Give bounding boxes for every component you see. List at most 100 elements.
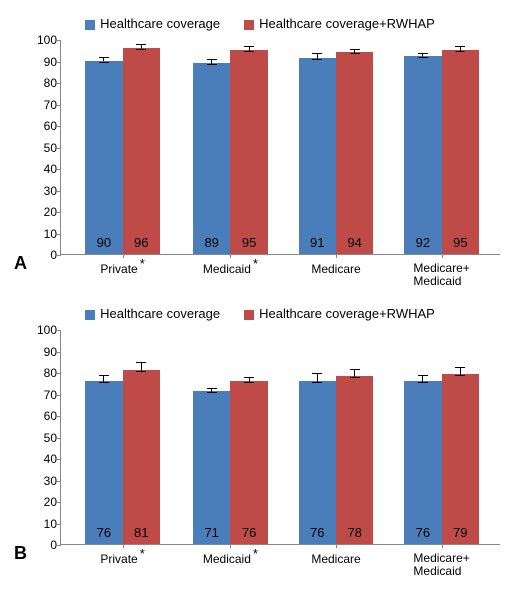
y-tick-mark bbox=[57, 234, 61, 235]
bar-value-label: 76 bbox=[299, 525, 336, 540]
y-tick-label: 50 bbox=[29, 141, 57, 155]
error-cap bbox=[99, 375, 109, 376]
legend-label: Healthcare coverage+RWHAP bbox=[259, 306, 435, 321]
y-tick-mark bbox=[57, 83, 61, 84]
y-tick-mark bbox=[57, 416, 61, 417]
y-tick-label: 0 bbox=[29, 248, 57, 262]
bar-value-label: 92 bbox=[404, 235, 441, 250]
legend-label: Healthcare coverage bbox=[100, 306, 220, 321]
legend-label: Healthcare coverage+RWHAP bbox=[259, 16, 435, 31]
error-bar bbox=[317, 373, 318, 382]
legend: Healthcare coverage Healthcare coverage+R… bbox=[10, 306, 510, 321]
x-tick-label: Medicare+Medicaid bbox=[413, 262, 469, 288]
bar: 90 bbox=[85, 61, 122, 255]
bar-value-label: 94 bbox=[336, 235, 373, 250]
y-tick-mark bbox=[57, 191, 61, 192]
bar: 94 bbox=[336, 52, 373, 254]
legend-label: Healthcare coverage bbox=[100, 16, 220, 31]
x-tick-label: Medicare+Medicaid bbox=[413, 552, 469, 578]
legend-item: Healthcare coverage bbox=[85, 306, 220, 321]
legend-swatch bbox=[244, 310, 254, 320]
significance-star: * bbox=[253, 546, 258, 561]
error-cap bbox=[350, 369, 360, 370]
bar-value-label: 90 bbox=[85, 235, 122, 250]
legend-swatch bbox=[244, 20, 254, 30]
significance-star: * bbox=[140, 546, 145, 561]
y-tick-label: 70 bbox=[29, 388, 57, 402]
error-cap bbox=[312, 59, 322, 60]
x-tick-label: Private* bbox=[100, 546, 144, 566]
error-cap bbox=[312, 382, 322, 383]
chart-panel: B Healthcare coverage Healthcare coverage+… bbox=[10, 300, 510, 580]
bar-value-label: 89 bbox=[193, 235, 230, 250]
x-tick-label: Medicaid* bbox=[203, 256, 258, 276]
error-cap bbox=[455, 367, 465, 368]
y-tick-mark bbox=[57, 62, 61, 63]
error-cap bbox=[418, 382, 428, 383]
error-cap bbox=[418, 53, 428, 54]
error-cap bbox=[244, 51, 254, 52]
legend-item: Healthcare coverage bbox=[85, 16, 220, 31]
y-tick-label: 40 bbox=[29, 162, 57, 176]
significance-star: * bbox=[253, 256, 258, 271]
error-cap bbox=[244, 377, 254, 378]
bar-value-label: 81 bbox=[123, 525, 160, 540]
panel-label: B bbox=[14, 543, 27, 564]
bar-value-label: 79 bbox=[442, 525, 479, 540]
bar: 95 bbox=[230, 50, 267, 254]
bar: 79 bbox=[442, 374, 479, 544]
figure-root: AHealthcare coverageHealthcare coverage+… bbox=[10, 10, 516, 580]
error-cap bbox=[136, 49, 146, 50]
error-bar bbox=[141, 362, 142, 371]
error-cap bbox=[455, 46, 465, 47]
bar-value-label: 78 bbox=[336, 525, 373, 540]
plot-area: 0102030405060708090100Private*9096Medica… bbox=[60, 40, 500, 255]
y-tick-mark bbox=[57, 545, 61, 546]
y-tick-mark bbox=[57, 524, 61, 525]
bar-value-label: 95 bbox=[230, 235, 267, 250]
bar: 95 bbox=[442, 50, 479, 254]
bar-value-label: 96 bbox=[123, 235, 160, 250]
y-tick-label: 30 bbox=[29, 474, 57, 488]
y-tick-label: 50 bbox=[29, 431, 57, 445]
x-tick-label: Private* bbox=[100, 256, 144, 276]
bar: 71 bbox=[193, 391, 230, 544]
error-cap bbox=[350, 377, 360, 378]
x-tick-mark bbox=[336, 254, 337, 258]
y-tick-mark bbox=[57, 169, 61, 170]
chart-panel: AHealthcare coverageHealthcare coverage+… bbox=[10, 10, 510, 290]
error-cap bbox=[350, 49, 360, 50]
y-tick-label: 30 bbox=[29, 184, 57, 198]
error-cap bbox=[207, 388, 217, 389]
error-cap bbox=[136, 362, 146, 363]
y-tick-label: 80 bbox=[29, 366, 57, 380]
y-tick-mark bbox=[57, 126, 61, 127]
x-tick-mark bbox=[336, 544, 337, 548]
error-cap bbox=[418, 57, 428, 58]
x-tick-label: Medicaid* bbox=[203, 546, 258, 566]
y-tick-label: 20 bbox=[29, 495, 57, 509]
y-tick-mark bbox=[57, 395, 61, 396]
y-tick-label: 80 bbox=[29, 76, 57, 90]
error-cap bbox=[244, 46, 254, 47]
y-tick-mark bbox=[57, 373, 61, 374]
y-tick-label: 10 bbox=[29, 517, 57, 531]
y-tick-label: 100 bbox=[29, 33, 57, 47]
bar: 76 bbox=[230, 381, 267, 544]
legend: Healthcare coverage Healthcare coverage+R… bbox=[10, 16, 510, 31]
error-cap bbox=[207, 64, 217, 65]
y-tick-mark bbox=[57, 212, 61, 213]
bar: 76 bbox=[299, 381, 336, 544]
error-cap bbox=[418, 375, 428, 376]
x-tick-mark bbox=[442, 254, 443, 258]
bar: 91 bbox=[299, 58, 336, 254]
y-tick-label: 40 bbox=[29, 452, 57, 466]
error-cap bbox=[99, 57, 109, 58]
x-tick-label: Medicare bbox=[311, 552, 360, 566]
error-cap bbox=[207, 392, 217, 393]
bar-value-label: 76 bbox=[85, 525, 122, 540]
y-tick-label: 70 bbox=[29, 98, 57, 112]
error-bar bbox=[460, 367, 461, 376]
y-tick-mark bbox=[57, 330, 61, 331]
y-tick-mark bbox=[57, 481, 61, 482]
